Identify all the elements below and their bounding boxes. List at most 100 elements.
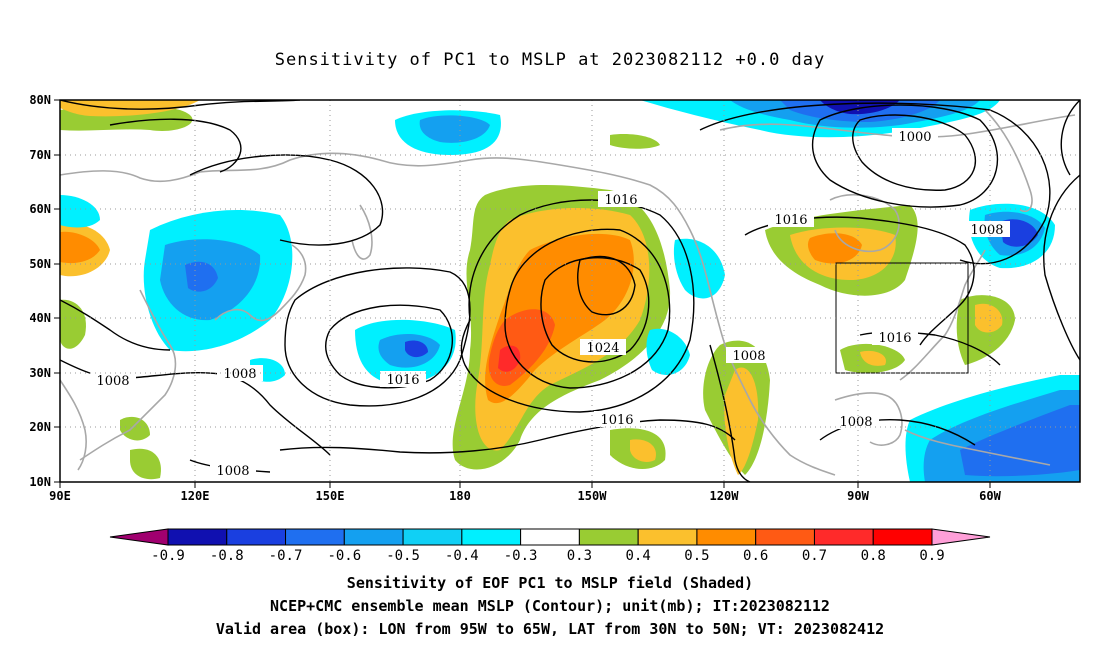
shade-green-sea [130,448,161,480]
colorbar-label: -0.4 [445,548,479,564]
shade-cyan-ne [673,238,725,299]
shade-green-phil [120,416,150,441]
contour-1024 [540,257,650,363]
lat-tick-70n: 70N [29,148,51,162]
lat-tick-labels: 80N 70N 60N 50N 40N 30N 20N 10N [29,93,51,489]
contour-1008-na-south [709,344,751,482]
colorbar-label: -0.8 [210,548,244,564]
shaded-field [60,100,1080,482]
colorbar-label: 0.7 [802,548,827,564]
contour-1008-asia-north [60,299,171,351]
colorbar-label: 0.6 [743,548,768,564]
lat-tick-30n: 30N [29,366,51,380]
contour-label-1000: 1000 [898,130,931,145]
colorbar-label: 0.4 [626,548,651,564]
contour-1012-atl [1043,174,1080,361]
colorbar-label: 0.8 [861,548,886,564]
contour-1020-ne-low [577,255,636,316]
colorbar-segment [343,528,404,546]
shade-deepblue-tatl [960,405,1080,477]
lon-tick-90w: 90W [847,489,869,503]
contour-1008-mexico [819,418,976,446]
contour-label-bg-6 [872,329,918,345]
shade-cyan-india [60,195,100,228]
lon-tick-150e: 150E [316,489,345,503]
colorbar: -0.9 -0.8 -0.7 -0.6 -0.5 -0.4 -0.3 0.3 0.4 0.5 0.6… [109,528,991,564]
shade-yellow-arctic [60,100,200,117]
colorbar-segment [578,528,639,546]
coast-alaska [469,157,711,291]
map-frame [59,99,1081,483]
contour-label-bg-11 [892,128,938,144]
grid-lines [60,100,1080,482]
contour-1012-npac [284,267,471,407]
coast-caribbean [904,429,1051,466]
lon-tick-120w: 120W [710,489,740,503]
map-title: Sensitivity of PC1 to MSLP at 2023082112… [274,50,826,70]
contour-label-bg-13 [833,413,879,429]
contour-label-bg-2 [768,211,814,227]
lat-tick-50n: 50N [29,257,51,271]
coast-na-west [709,289,836,476]
lat-tick-20n: 20N [29,420,51,434]
contour-1000-arctic [852,114,976,191]
coast-korea-japan [214,244,307,322]
contour-label-layer: 1016 1016 1024 1016 1016 1016 1008 1008 … [90,128,1010,479]
lon-tick-120e: 120E [181,489,210,503]
colorbar-segment [461,528,522,546]
lat-tick-10n: 10N [29,475,51,489]
contour-label-bg-5 [594,411,640,427]
coast-greenland [984,109,1033,212]
shade-orange-india [60,231,100,264]
lon-tick-150w: 150W [578,489,608,503]
colorbar-segment [402,528,463,546]
shade-red-core [498,345,521,372]
contour-1008-arctic [60,100,301,110]
contour-label-bg-7 [90,372,136,388]
shade-blue-arctic [419,115,490,143]
colorbar-segment [520,528,580,546]
coast-india [60,379,87,471]
contour-label-1016-canada: 1016 [774,213,807,228]
lat-tick-60n: 60N [29,202,51,216]
shade-yellow-gulf [860,350,886,366]
contour-1008-siberia [109,118,242,173]
contour-label-1008-phil: 1008 [216,464,249,479]
colorbar-segment [637,528,698,546]
colorbar-segment [755,528,815,546]
contour-1004-arctic [811,104,999,208]
colorbar-segment [696,528,757,546]
contour-label-1008-gulf: 1008 [839,415,872,430]
colorbar-label: 0.9 [919,548,944,564]
axis-ticks [54,99,991,488]
lon-tick-180: 180 [449,489,471,503]
colorbar-label: -0.9 [151,548,185,564]
caption-valid-area: Valid area (box): LON from 95W to 65W, L… [215,620,885,638]
colorbar-label: -0.3 [504,548,538,564]
coast-kamchatka [351,204,373,260]
contour-label-1008-natl: 1008 [970,223,1003,238]
contour-1012-siberia [189,154,384,246]
colorbar-arrow-low [109,528,169,546]
contour-1016-npac-west [324,304,454,389]
contour-1020 [504,228,671,389]
caption-contour: NCEP+CMC ensemble mean MSLP (Contour); u… [270,597,830,615]
contour-1008-atl-east [1060,100,1080,176]
coast-china [79,289,177,461]
contour-label-bg-10 [726,347,772,363]
colorbar-label: -0.7 [269,548,303,564]
coast-asia-north [60,152,471,183]
coast-na-east [899,249,986,381]
caption-shaded: Sensitivity of EOF PC1 to MSLP field (Sh… [346,574,754,592]
contour-label-bg-4 [380,371,426,387]
contour-label-1024: 1024 [586,341,619,356]
shade-green-ne [610,134,660,149]
contour-label-bg-9 [210,462,256,478]
contour-label-1008-china: 1008 [223,367,256,382]
shade-deepblue-npac [405,340,428,358]
contour-label-bg-12 [964,221,1010,237]
contour-label-bg-1 [598,191,644,207]
contour-1016-pacific-high [460,199,695,413]
contour-label-1016-top: 1016 [604,193,637,208]
